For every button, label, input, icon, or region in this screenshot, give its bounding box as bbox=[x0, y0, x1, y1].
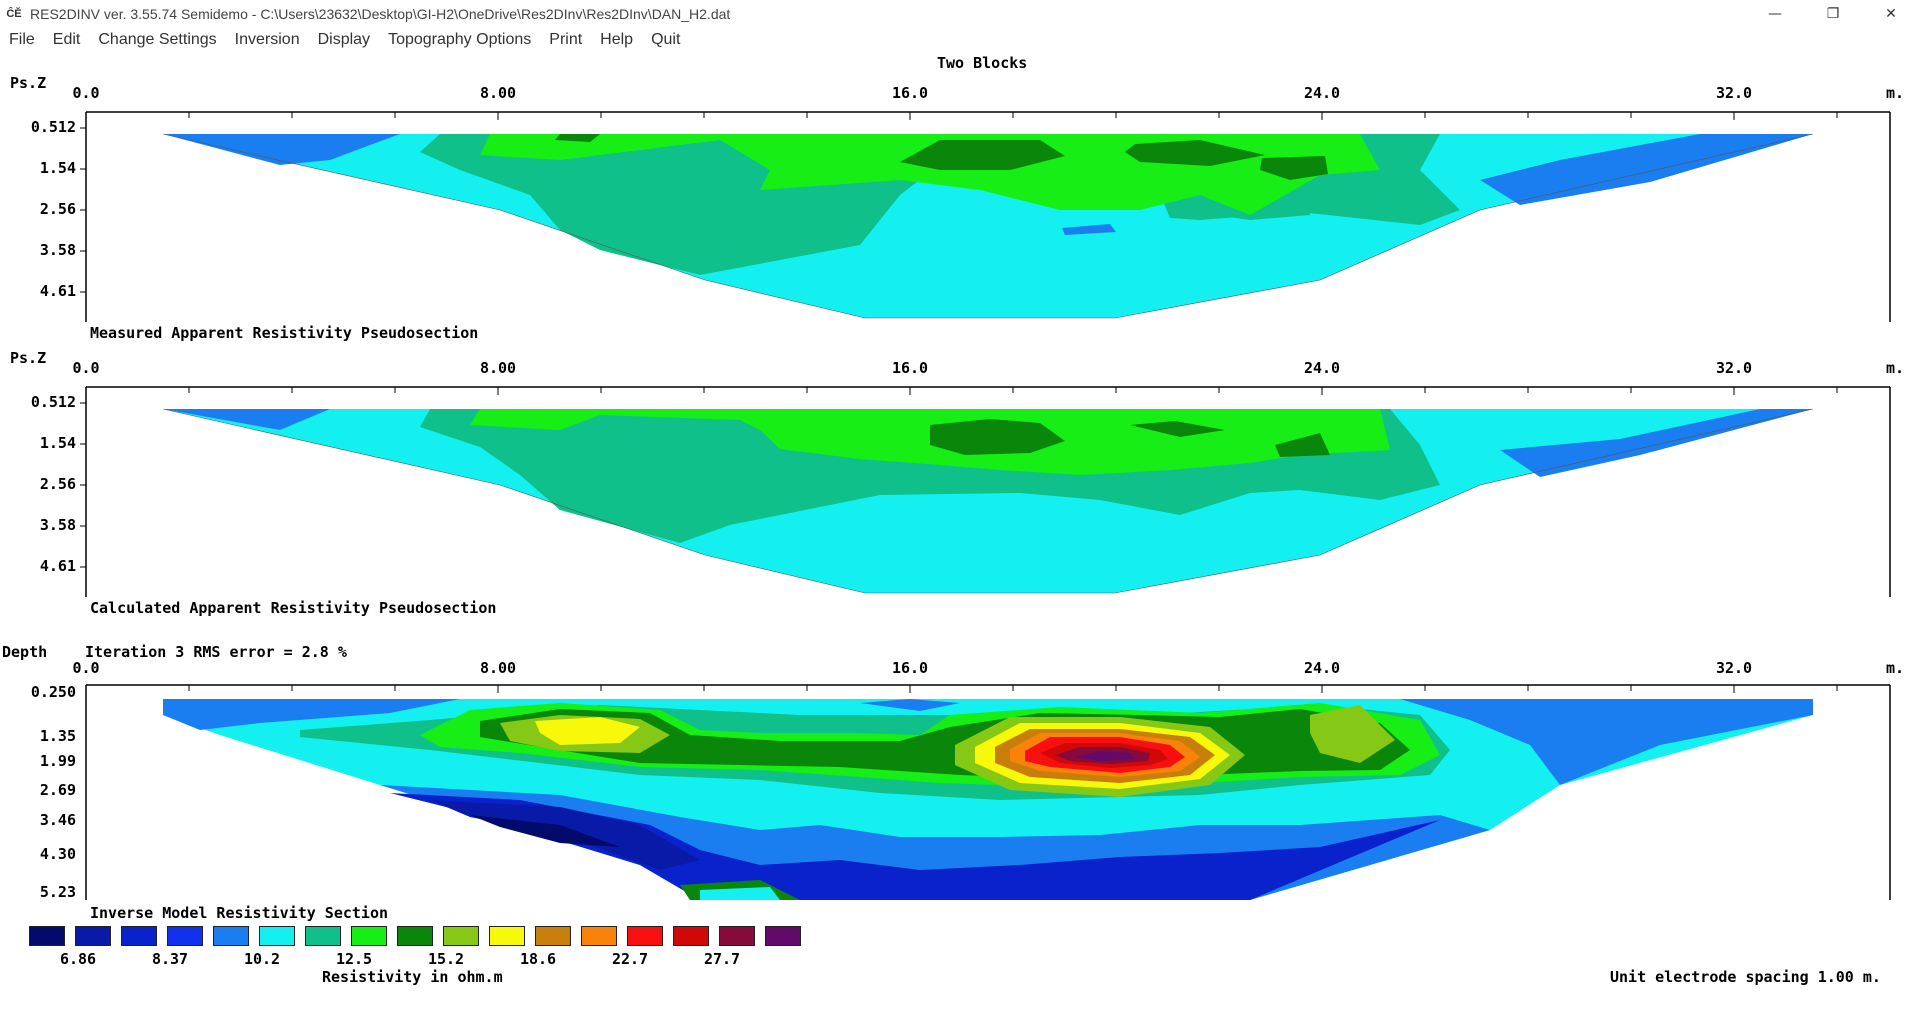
iteration-info: Iteration 3 RMS error = 2.8 % bbox=[85, 643, 347, 661]
legend-swatch bbox=[75, 926, 111, 946]
x-tick-label: 0.0 bbox=[72, 359, 100, 377]
y-unit-label: Ps.Z bbox=[10, 349, 47, 367]
x-tick-label: 8.00 bbox=[479, 84, 517, 102]
y-tick-label: 2.56 bbox=[39, 200, 76, 218]
y-unit-label: Ps.Z bbox=[10, 74, 47, 92]
minimize-button[interactable]: — bbox=[1768, 6, 1782, 22]
legend-label: 12.5 bbox=[335, 950, 373, 968]
electrode-spacing-note: Unit electrode spacing 1.00 m. bbox=[1610, 968, 1881, 986]
y-tick-label: 0.250 bbox=[30, 683, 76, 701]
legend-label: 27.7 bbox=[703, 950, 741, 968]
x-tick-label: 32.0 bbox=[1715, 84, 1753, 102]
tick-marks bbox=[80, 112, 1838, 293]
y-tick-label: 1.54 bbox=[39, 434, 76, 452]
x-unit-label: m. bbox=[1886, 84, 1905, 102]
inverse-model-section-plot bbox=[85, 684, 1891, 900]
legend-swatch bbox=[397, 926, 433, 946]
y-tick-label: 0.512 bbox=[30, 393, 76, 411]
x-tick-label: 32.0 bbox=[1715, 359, 1753, 377]
x-unit-label: m. bbox=[1886, 659, 1905, 677]
maximize-button[interactable]: ❐ bbox=[1826, 6, 1840, 22]
x-tick-label: 24.0 bbox=[1303, 659, 1341, 677]
legend-unit-label: Resistivity in ohm.m bbox=[322, 968, 503, 986]
legend-swatch bbox=[765, 926, 801, 946]
x-tick-label: 32.0 bbox=[1715, 659, 1753, 677]
y-tick-label: 3.58 bbox=[39, 241, 76, 259]
legend-swatch bbox=[213, 926, 249, 946]
y-tick-label: 1.35 bbox=[39, 727, 76, 745]
menu-quit[interactable]: Quit bbox=[651, 31, 681, 48]
legend-swatch bbox=[121, 926, 157, 946]
x-tick-label: 0.0 bbox=[72, 84, 100, 102]
survey-title: Two Blocks bbox=[937, 54, 1028, 72]
legend-swatch bbox=[351, 926, 387, 946]
legend-swatch bbox=[673, 926, 709, 946]
panel-caption: Inverse Model Resistivity Section bbox=[90, 904, 389, 922]
y-tick-label: 2.56 bbox=[39, 475, 76, 493]
tick-marks bbox=[80, 387, 1838, 568]
menu-change-settings[interactable]: Change Settings bbox=[98, 31, 217, 48]
legend-swatch bbox=[443, 926, 479, 946]
window-title: RES2DINV ver. 3.55.74 Semidemo - C:\User… bbox=[30, 6, 731, 22]
app-icon[interactable]: ĈĔ bbox=[6, 8, 22, 20]
y-tick-label: 4.30 bbox=[39, 845, 76, 863]
x-tick-label: 0.0 bbox=[72, 659, 100, 677]
legend-swatch bbox=[719, 926, 755, 946]
x-tick-label: 8.00 bbox=[479, 359, 517, 377]
x-tick-label: 8.00 bbox=[479, 659, 517, 677]
y-tick-label: 0.512 bbox=[30, 118, 76, 136]
legend-swatch bbox=[581, 926, 617, 946]
legend-swatch bbox=[535, 926, 571, 946]
y-tick-label: 4.61 bbox=[39, 282, 76, 300]
measured-pseudosection-plot bbox=[80, 111, 1891, 322]
legend-swatch bbox=[489, 926, 525, 946]
pseudosection-contours bbox=[162, 133, 1814, 319]
panel-caption: Calculated Apparent Resistivity Pseudose… bbox=[90, 599, 497, 617]
legend-label: 15.2 bbox=[427, 950, 465, 968]
menu-file[interactable]: File bbox=[9, 31, 35, 48]
menu-topography-options[interactable]: Topography Options bbox=[388, 31, 532, 48]
menu-edit[interactable]: Edit bbox=[52, 31, 81, 48]
close-button[interactable]: ✕ bbox=[1885, 6, 1897, 22]
legend-swatch bbox=[259, 926, 295, 946]
legend-swatch bbox=[167, 926, 203, 946]
tick-marks bbox=[85, 685, 1838, 693]
legend-label: 18.6 bbox=[519, 950, 557, 968]
legend-label: 6.86 bbox=[59, 950, 97, 968]
legend-swatch bbox=[305, 926, 341, 946]
menu-display[interactable]: Display bbox=[317, 31, 371, 48]
y-tick-label: 2.69 bbox=[39, 781, 76, 799]
legend-swatch bbox=[29, 926, 65, 946]
menu-bar: File Edit Change Settings Inversion Disp… bbox=[0, 28, 1920, 52]
legend-label: 22.7 bbox=[611, 950, 649, 968]
legend-label: 8.37 bbox=[151, 950, 189, 968]
calculated-pseudosection-plot bbox=[80, 386, 1891, 597]
x-tick-label: 16.0 bbox=[891, 659, 929, 677]
menu-help[interactable]: Help bbox=[600, 31, 634, 48]
y-tick-label: 3.46 bbox=[39, 811, 76, 829]
y-tick-label: 1.54 bbox=[39, 159, 76, 177]
title-bar: ĈĔ RES2DINV ver. 3.55.74 Semidemo - C:\U… bbox=[0, 0, 1920, 28]
y-unit-label: Depth bbox=[2, 643, 48, 661]
menu-inversion[interactable]: Inversion bbox=[234, 31, 300, 48]
x-tick-label: 16.0 bbox=[891, 359, 929, 377]
model-contours bbox=[163, 699, 1813, 900]
x-unit-label: m. bbox=[1886, 359, 1905, 377]
menu-print[interactable]: Print bbox=[549, 31, 583, 48]
legend-label: 10.2 bbox=[243, 950, 281, 968]
y-tick-label: 1.99 bbox=[39, 752, 76, 770]
y-tick-label: 4.61 bbox=[39, 557, 76, 575]
x-tick-label: 16.0 bbox=[891, 84, 929, 102]
x-tick-label: 24.0 bbox=[1303, 84, 1341, 102]
pseudosection-contours bbox=[162, 408, 1814, 594]
x-tick-label: 24.0 bbox=[1303, 359, 1341, 377]
y-tick-label: 3.58 bbox=[39, 516, 76, 534]
window-controls: — ❐ ✕ bbox=[1746, 0, 1920, 28]
legend-swatch bbox=[627, 926, 663, 946]
panel-caption: Measured Apparent Resistivity Pseudosect… bbox=[90, 324, 479, 342]
y-tick-label: 5.23 bbox=[39, 883, 76, 901]
